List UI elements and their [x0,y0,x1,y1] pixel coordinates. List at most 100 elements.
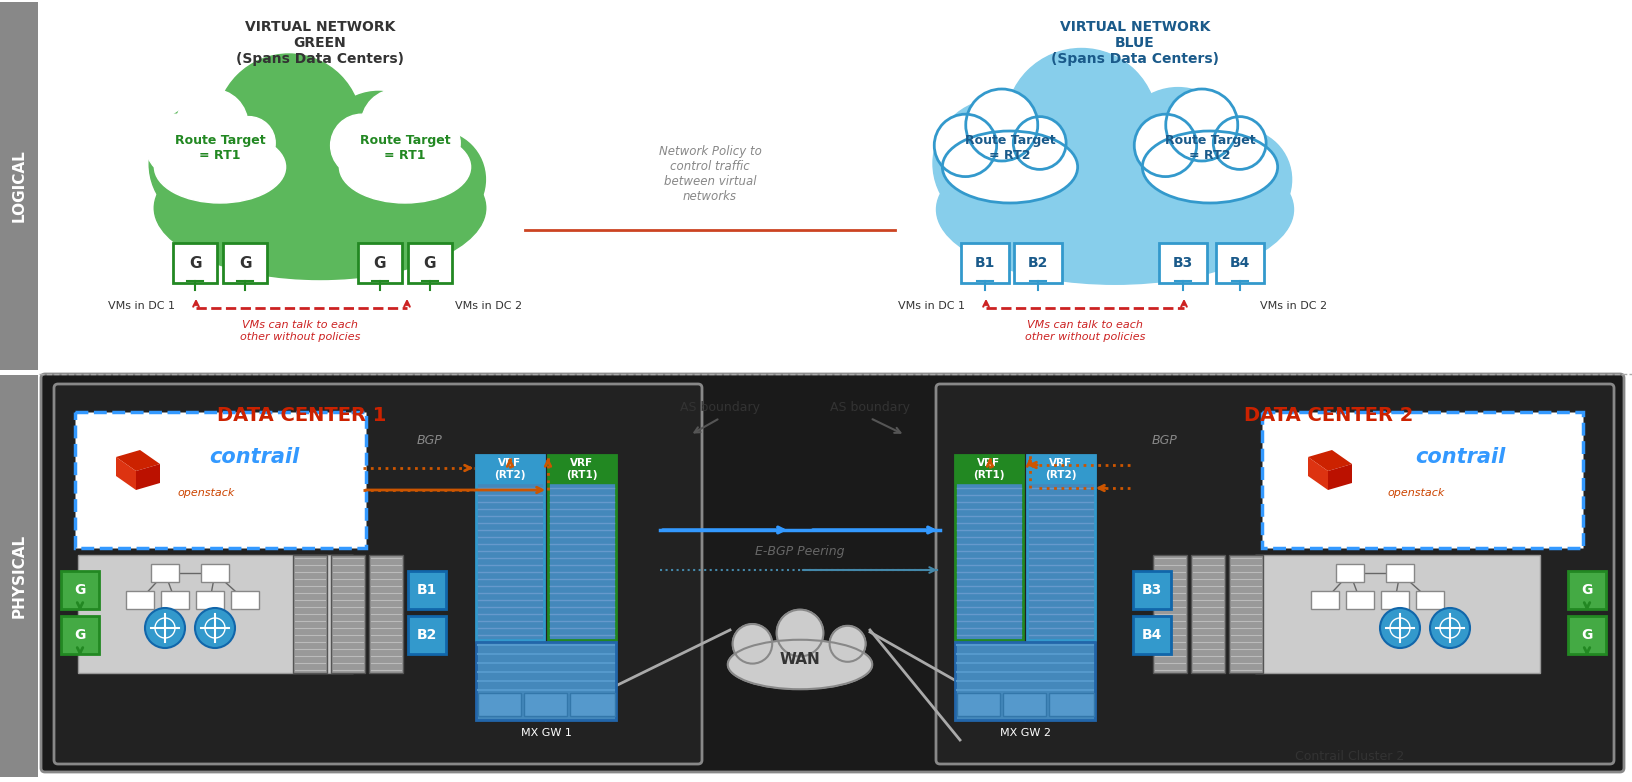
Text: VRF
(RT1): VRF (RT1) [566,458,597,480]
Text: Route Target
= RT2: Route Target = RT2 [1165,134,1255,162]
Text: VRF
(RT1): VRF (RT1) [973,458,1005,480]
Polygon shape [116,450,160,471]
FancyBboxPatch shape [1255,555,1541,673]
FancyBboxPatch shape [1568,571,1606,609]
FancyBboxPatch shape [54,384,702,764]
Circle shape [322,91,436,206]
Circle shape [1213,117,1266,170]
FancyBboxPatch shape [1133,571,1172,609]
FancyBboxPatch shape [1133,616,1172,654]
FancyBboxPatch shape [201,564,228,582]
FancyBboxPatch shape [1568,616,1606,654]
Text: contrail: contrail [1415,447,1505,467]
FancyBboxPatch shape [570,693,615,716]
Circle shape [1165,89,1237,161]
Circle shape [934,99,1062,228]
Text: B3: B3 [1142,583,1162,597]
FancyBboxPatch shape [75,412,366,548]
Text: VMs in DC 2: VMs in DC 2 [1260,301,1327,311]
FancyBboxPatch shape [1386,564,1413,582]
Circle shape [1005,48,1157,200]
Circle shape [1190,129,1291,230]
FancyBboxPatch shape [0,2,38,370]
Text: G: G [189,256,201,271]
Text: WAN: WAN [780,652,821,668]
FancyBboxPatch shape [369,555,403,673]
Text: B4: B4 [1142,628,1162,642]
FancyBboxPatch shape [41,374,1624,772]
Circle shape [222,117,276,170]
FancyBboxPatch shape [548,455,615,483]
Circle shape [1013,117,1066,170]
Circle shape [777,610,824,656]
Text: G: G [424,256,436,271]
Text: contrail: contrail [209,447,300,467]
Text: DATA CENTER 2: DATA CENTER 2 [1244,406,1413,425]
FancyBboxPatch shape [0,375,38,777]
Text: BGP: BGP [418,433,442,447]
FancyBboxPatch shape [956,693,1000,716]
Text: G: G [75,583,86,597]
Text: G: G [1581,628,1593,642]
FancyBboxPatch shape [548,455,615,640]
Text: G: G [374,256,387,271]
Text: openstack: openstack [178,488,235,498]
Text: AS boundary: AS boundary [681,401,761,414]
Circle shape [388,131,485,228]
Circle shape [1134,114,1196,177]
Text: VMs in DC 2: VMs in DC 2 [455,301,522,311]
FancyBboxPatch shape [1027,455,1095,640]
FancyBboxPatch shape [152,564,180,582]
Circle shape [829,626,865,662]
Text: VRF
(RT2): VRF (RT2) [494,458,526,480]
Circle shape [1381,608,1420,648]
Ellipse shape [942,131,1077,203]
FancyBboxPatch shape [1049,693,1093,716]
FancyBboxPatch shape [331,555,366,673]
FancyBboxPatch shape [478,693,521,716]
FancyBboxPatch shape [477,455,543,483]
FancyBboxPatch shape [1216,243,1265,283]
Circle shape [145,114,207,177]
FancyBboxPatch shape [162,591,189,609]
Ellipse shape [1142,131,1278,203]
FancyBboxPatch shape [408,571,446,609]
Ellipse shape [155,131,286,203]
FancyBboxPatch shape [1381,591,1408,609]
FancyBboxPatch shape [477,642,615,720]
Circle shape [733,624,772,664]
FancyBboxPatch shape [961,243,1009,283]
FancyBboxPatch shape [1337,564,1364,582]
FancyBboxPatch shape [60,571,100,609]
Text: AS boundary: AS boundary [831,401,911,414]
Text: B3: B3 [1173,256,1193,270]
Circle shape [934,114,997,177]
Text: G: G [75,628,86,642]
FancyBboxPatch shape [1027,455,1095,483]
Text: VMs in DC 1: VMs in DC 1 [108,301,175,311]
Text: B2: B2 [1028,256,1048,270]
FancyBboxPatch shape [408,616,446,654]
Circle shape [1118,88,1237,207]
FancyBboxPatch shape [224,243,268,283]
FancyBboxPatch shape [78,555,353,673]
FancyBboxPatch shape [1262,412,1583,548]
FancyBboxPatch shape [1152,555,1186,673]
Text: LOGICAL: LOGICAL [11,149,26,222]
Circle shape [145,608,184,648]
FancyBboxPatch shape [1346,591,1374,609]
Polygon shape [135,464,160,490]
Circle shape [1430,608,1470,648]
FancyBboxPatch shape [1004,693,1046,716]
Text: MX GW 1: MX GW 1 [521,728,571,738]
Ellipse shape [937,135,1294,284]
Text: VIRTUAL NETWORK
BLUE
(Spans Data Centers): VIRTUAL NETWORK BLUE (Spans Data Centers… [1051,20,1219,66]
Text: VMs in DC 1: VMs in DC 1 [898,301,965,311]
Text: Route Target
= RT2: Route Target = RT2 [965,134,1056,162]
Circle shape [215,54,361,199]
Text: VMs can talk to each
other without policies: VMs can talk to each other without polic… [240,320,361,342]
Text: E-BGP Peering: E-BGP Peering [756,545,845,558]
Text: G: G [1581,583,1593,597]
Ellipse shape [155,137,486,279]
Text: Route Target
= RT1: Route Target = RT1 [359,134,450,162]
